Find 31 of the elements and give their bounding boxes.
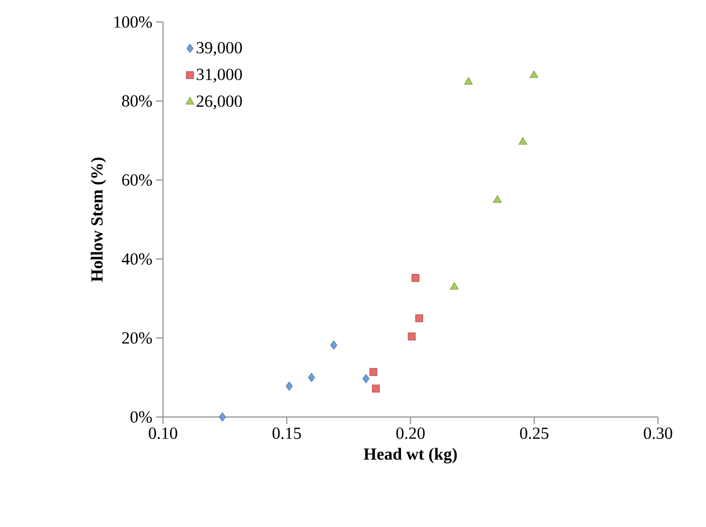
- point: [412, 274, 420, 282]
- legend-label: 26,000: [196, 95, 242, 110]
- y-tick-label: 20%: [122, 332, 152, 344]
- y-tick-label: 40%: [122, 253, 152, 265]
- y-tick-label: 0%: [130, 411, 152, 423]
- point: [330, 340, 338, 350]
- x-axis-title: Head wt (kg): [364, 448, 457, 464]
- legend-label: 31,000: [196, 68, 242, 83]
- point: [369, 368, 378, 376]
- point: [530, 70, 538, 78]
- legend-label: 39,000: [196, 42, 242, 56]
- point: [408, 332, 416, 340]
- point: [415, 314, 424, 322]
- y-tick-label: 60%: [122, 174, 152, 186]
- point: [218, 412, 226, 422]
- point: [362, 374, 370, 384]
- point: [286, 382, 293, 391]
- y-tick-label: 80%: [122, 95, 152, 107]
- x-tick-label: 0.20: [396, 428, 425, 440]
- point: [518, 137, 528, 145]
- point: [372, 384, 380, 392]
- x-tick-label: 0.25: [520, 428, 548, 440]
- point: [308, 372, 315, 382]
- x-tick-label: 0.10: [148, 428, 178, 440]
- point: [450, 282, 459, 290]
- y-axis-title: Hollow Stem (%): [90, 158, 106, 282]
- y-tick-label: 100%: [114, 16, 152, 28]
- point: [464, 77, 473, 85]
- x-tick-label: 0.30: [644, 428, 672, 440]
- point: [493, 195, 502, 203]
- x-tick-label: 0.15: [272, 428, 301, 440]
